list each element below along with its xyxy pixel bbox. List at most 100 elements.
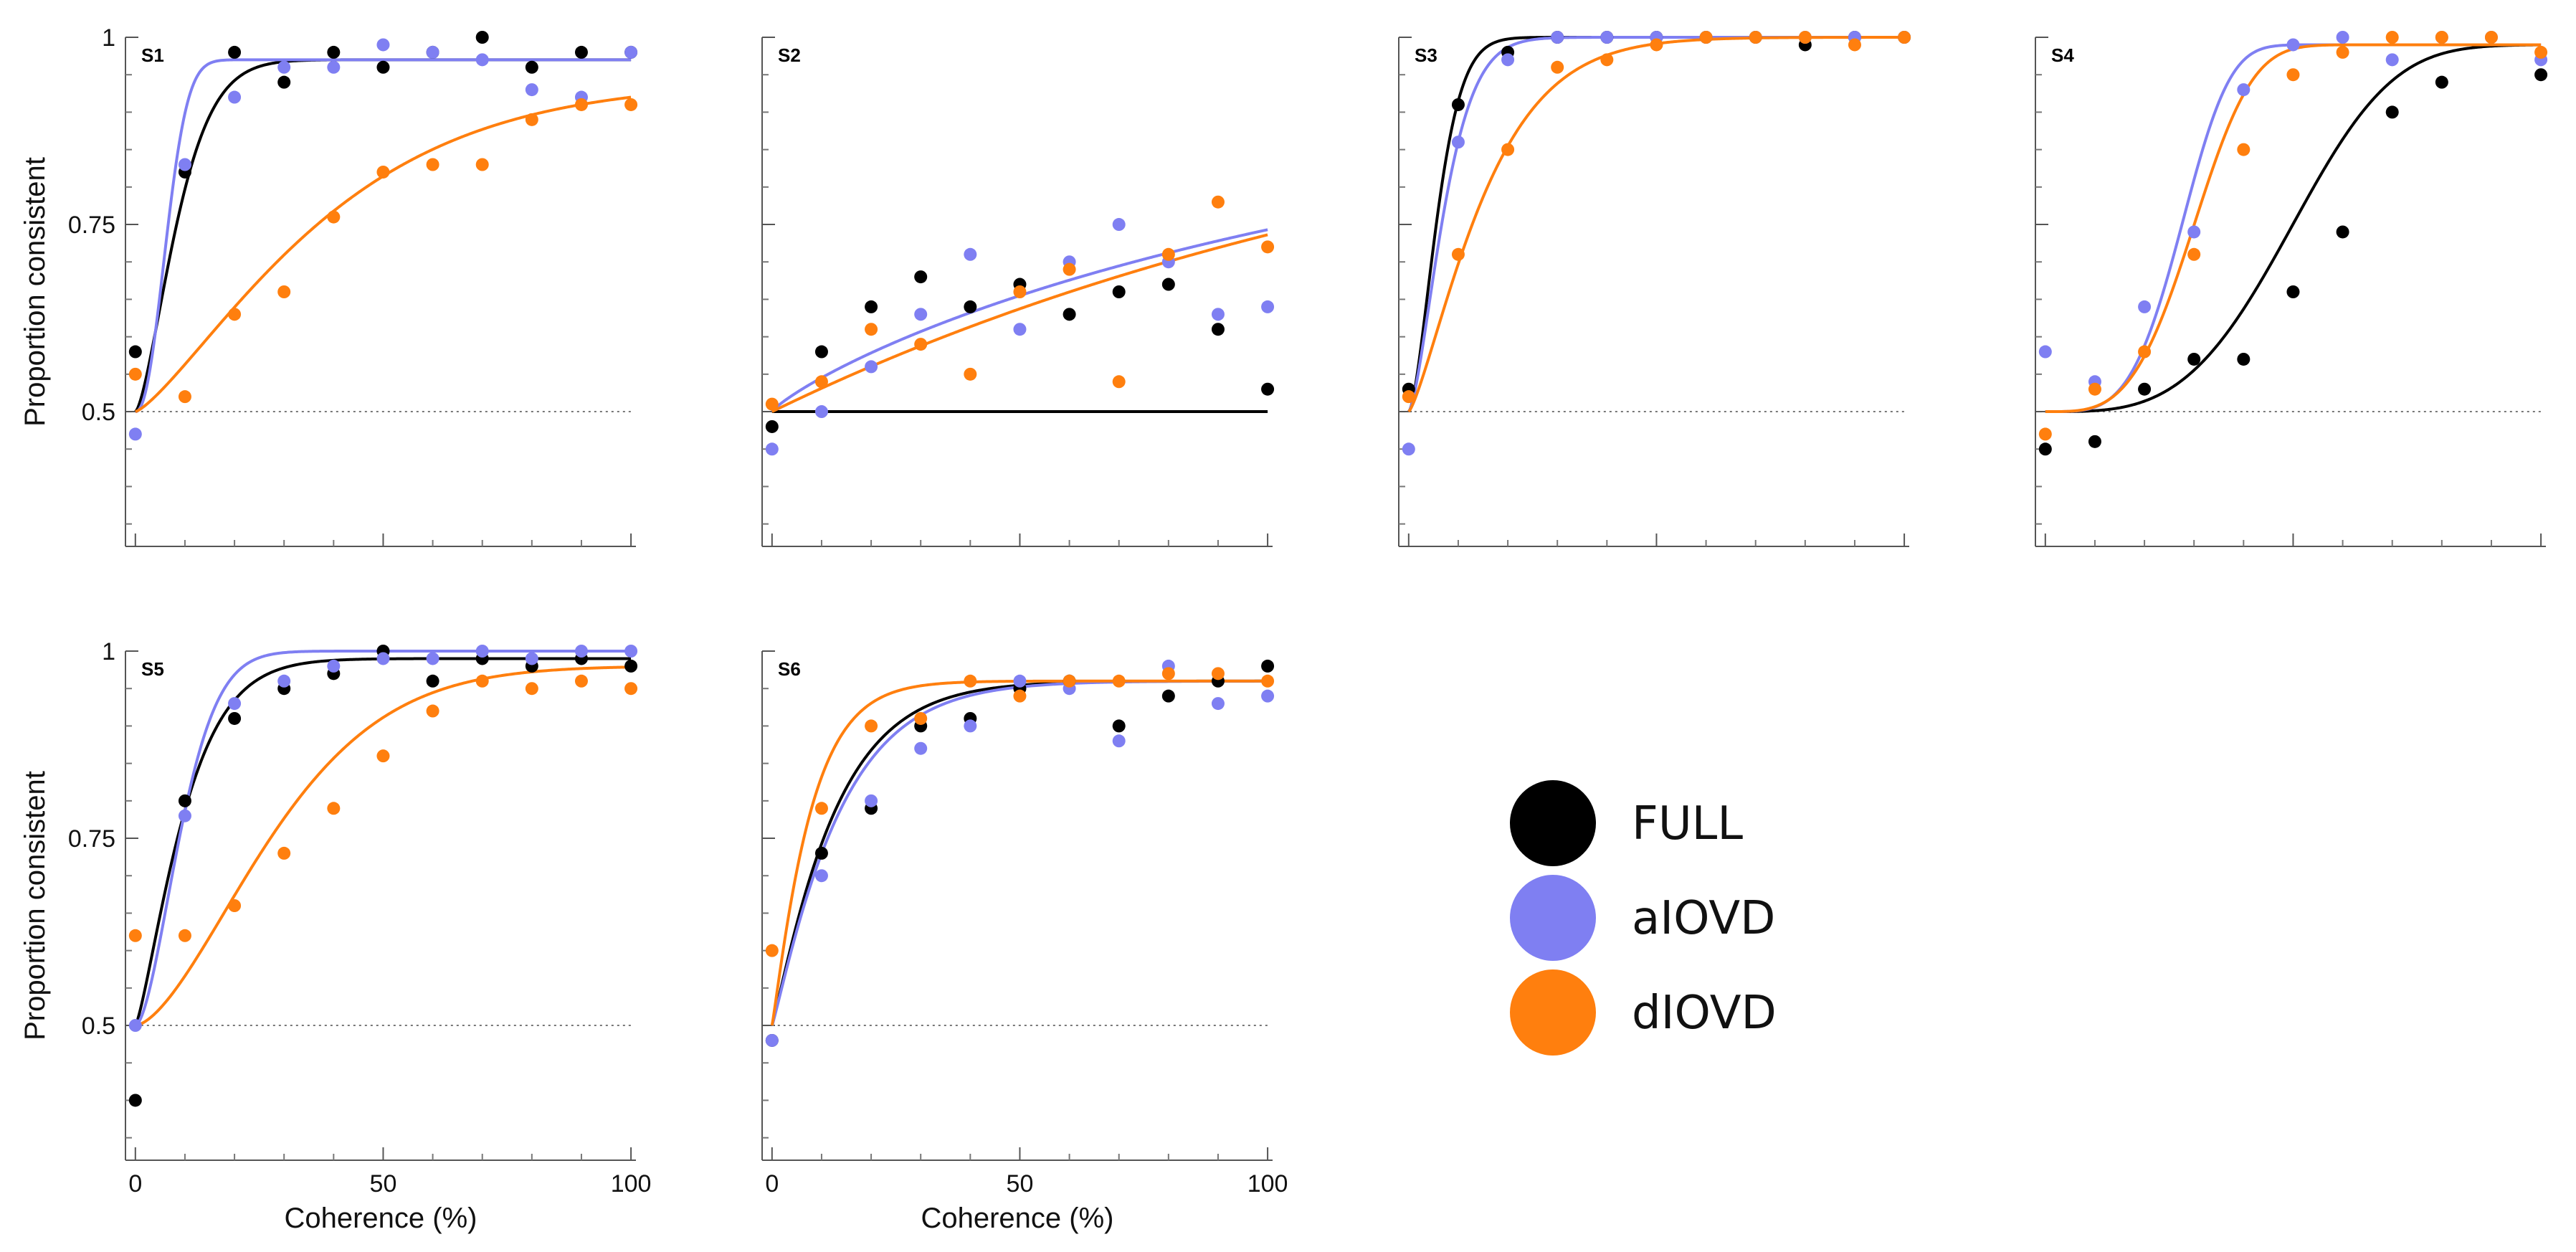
y-tick-label: 1	[102, 24, 115, 52]
data-point-diovd	[2088, 382, 2101, 396]
data-point-aiovd	[178, 158, 191, 171]
data-point-diovd	[376, 165, 390, 179]
data-point-diovd	[178, 929, 191, 942]
y-axis-title: Proportion consistent	[19, 771, 51, 1040]
data-point-aiovd	[865, 794, 878, 807]
fit-curve-diovd	[2045, 43, 2542, 414]
panel-label: S1	[141, 44, 164, 66]
data-point-full	[1112, 719, 1126, 733]
legend-label-full: FULL	[1632, 797, 1743, 850]
data-point-aiovd	[1551, 31, 1564, 44]
panel-s4: S4	[2035, 31, 2548, 547]
data-point-diovd	[475, 158, 489, 171]
data-point-aiovd	[475, 645, 489, 658]
data-point-aiovd	[1013, 674, 1027, 688]
data-point-aiovd	[2385, 53, 2399, 67]
data-point-aiovd	[327, 60, 341, 74]
data-point-full	[2138, 382, 2152, 396]
y-tick-label: 0.75	[68, 825, 115, 853]
data-point-aiovd	[1261, 689, 1275, 703]
data-point-diovd	[1161, 667, 1175, 680]
data-point-full	[1161, 278, 1175, 291]
data-point-diovd	[624, 682, 638, 696]
fit-curve-diovd	[770, 679, 1268, 1026]
x-tick-label: 0	[765, 1170, 779, 1198]
data-point-diovd	[327, 210, 341, 224]
data-point-aiovd	[2138, 300, 2152, 313]
data-point-aiovd	[228, 697, 242, 711]
data-point-aiovd	[1112, 734, 1126, 748]
data-point-diovd	[914, 711, 928, 725]
data-point-aiovd	[475, 53, 489, 67]
fit-curve-aiovd	[134, 650, 632, 1027]
data-point-diovd	[228, 308, 242, 321]
data-point-full	[128, 345, 142, 359]
data-point-diovd	[1013, 689, 1027, 703]
data-point-aiovd	[814, 869, 828, 883]
data-point-aiovd	[327, 659, 341, 673]
data-point-diovd	[2038, 427, 2052, 441]
data-point-diovd	[1211, 195, 1225, 209]
data-point-aiovd	[376, 38, 390, 52]
x-tick-label: 100	[1247, 1170, 1288, 1198]
data-point-aiovd	[2038, 345, 2052, 359]
panel-s1: 0.5 0.75 1 S1	[68, 24, 638, 547]
data-point-diovd	[277, 846, 291, 860]
data-point-diovd	[1451, 247, 1465, 261]
data-point-diovd	[327, 802, 341, 815]
data-point-diovd	[2286, 68, 2300, 82]
panel-label: S3	[1415, 44, 1437, 66]
data-point-full	[2534, 68, 2548, 82]
data-point-aiovd	[1211, 308, 1225, 321]
fit-curve-full	[1407, 36, 1905, 413]
data-point-full	[814, 345, 828, 359]
data-point-diovd	[1063, 262, 1076, 276]
data-point-diovd	[426, 158, 439, 171]
data-point-diovd	[2336, 45, 2349, 59]
data-point-full	[2336, 225, 2349, 239]
data-point-diovd	[1112, 375, 1126, 389]
data-point-aiovd	[964, 719, 977, 733]
data-point-diovd	[2534, 45, 2548, 59]
data-point-full	[1211, 323, 1225, 336]
x-tick-label: 0	[128, 1170, 142, 1198]
data-point-diovd	[1261, 240, 1275, 254]
data-point-diovd	[475, 674, 489, 688]
legend-label-diovd: dIOVD	[1632, 987, 1777, 1040]
data-point-diovd	[1211, 667, 1225, 680]
data-point-aiovd	[525, 652, 538, 665]
data-point-full	[914, 270, 928, 284]
data-point-diovd	[1551, 60, 1564, 74]
fit-curve-aiovd	[1407, 36, 1905, 413]
data-point-aiovd	[765, 1033, 779, 1047]
data-point-aiovd	[1451, 136, 1465, 149]
data-point-full	[2385, 105, 2399, 119]
data-point-full	[376, 60, 390, 74]
data-point-diovd	[1699, 31, 1713, 44]
data-point-aiovd	[914, 741, 928, 755]
data-point-diovd	[2435, 31, 2448, 44]
data-point-aiovd	[1501, 53, 1515, 67]
data-point-aiovd	[1402, 442, 1415, 456]
panel-label: S4	[2051, 44, 2074, 66]
data-point-full	[1063, 308, 1076, 321]
fit-curve-full	[134, 657, 632, 1026]
data-point-diovd	[765, 397, 779, 411]
data-point-full	[2435, 75, 2448, 89]
fit-curve-full	[770, 679, 1268, 1026]
x-tick-label: 100	[611, 1170, 652, 1198]
data-point-full	[2088, 435, 2101, 448]
data-point-full	[1112, 285, 1126, 298]
data-point-aiovd	[865, 360, 878, 374]
data-point-full	[624, 659, 638, 673]
y-tick-label: 0.5	[82, 1012, 115, 1040]
data-point-full	[2286, 285, 2300, 298]
data-point-aiovd	[624, 645, 638, 658]
data-point-aiovd	[277, 60, 291, 74]
data-point-full	[277, 75, 291, 89]
data-point-full	[964, 300, 977, 313]
fit-curve-aiovd	[135, 58, 632, 414]
data-point-aiovd	[128, 427, 142, 441]
panel-label: S6	[778, 658, 801, 680]
data-point-aiovd	[128, 1019, 142, 1033]
